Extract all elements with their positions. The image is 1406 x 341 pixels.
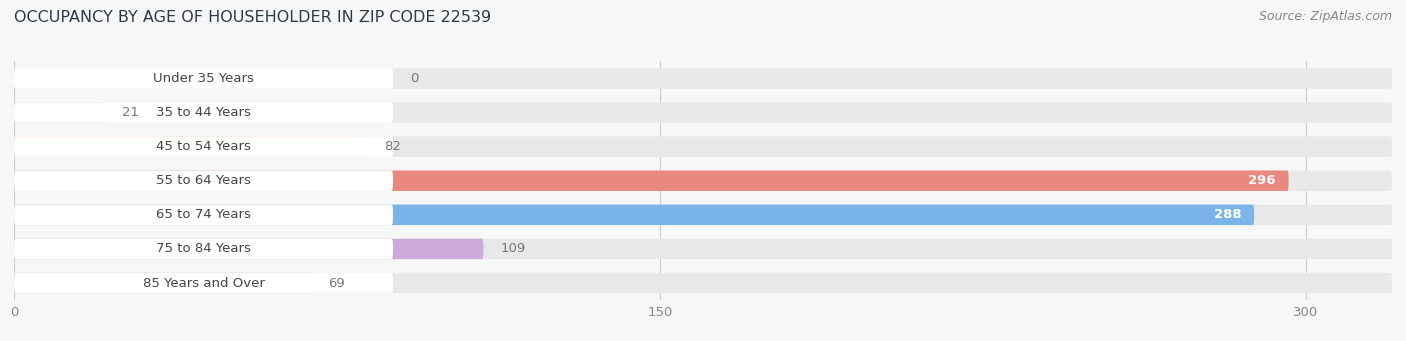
FancyBboxPatch shape: [14, 136, 394, 157]
Text: 55 to 64 Years: 55 to 64 Years: [156, 174, 250, 187]
FancyBboxPatch shape: [14, 136, 1392, 157]
Text: 45 to 54 Years: 45 to 54 Years: [156, 140, 250, 153]
FancyBboxPatch shape: [14, 205, 394, 225]
FancyBboxPatch shape: [14, 102, 394, 123]
Text: Under 35 Years: Under 35 Years: [153, 72, 254, 85]
FancyBboxPatch shape: [14, 239, 484, 259]
FancyBboxPatch shape: [14, 205, 1254, 225]
FancyBboxPatch shape: [14, 170, 1392, 191]
FancyBboxPatch shape: [14, 170, 1289, 191]
FancyBboxPatch shape: [14, 205, 1392, 225]
FancyBboxPatch shape: [14, 273, 1392, 293]
FancyBboxPatch shape: [14, 68, 394, 89]
FancyBboxPatch shape: [14, 170, 394, 191]
Text: 75 to 84 Years: 75 to 84 Years: [156, 242, 250, 255]
FancyBboxPatch shape: [14, 239, 394, 259]
FancyBboxPatch shape: [14, 136, 367, 157]
FancyBboxPatch shape: [14, 273, 394, 293]
FancyBboxPatch shape: [14, 239, 1392, 259]
FancyBboxPatch shape: [14, 273, 311, 293]
Text: 109: 109: [501, 242, 526, 255]
Text: 85 Years and Over: 85 Years and Over: [142, 277, 264, 290]
Text: 288: 288: [1213, 208, 1241, 221]
FancyBboxPatch shape: [14, 102, 104, 123]
FancyBboxPatch shape: [14, 102, 1392, 123]
Text: OCCUPANCY BY AGE OF HOUSEHOLDER IN ZIP CODE 22539: OCCUPANCY BY AGE OF HOUSEHOLDER IN ZIP C…: [14, 10, 491, 25]
FancyBboxPatch shape: [14, 68, 1392, 89]
Text: 82: 82: [384, 140, 401, 153]
Text: 296: 296: [1249, 174, 1275, 187]
Text: 0: 0: [411, 72, 419, 85]
Text: 69: 69: [329, 277, 344, 290]
Text: Source: ZipAtlas.com: Source: ZipAtlas.com: [1258, 10, 1392, 23]
Text: 21: 21: [122, 106, 139, 119]
Text: 65 to 74 Years: 65 to 74 Years: [156, 208, 250, 221]
Text: 35 to 44 Years: 35 to 44 Years: [156, 106, 250, 119]
